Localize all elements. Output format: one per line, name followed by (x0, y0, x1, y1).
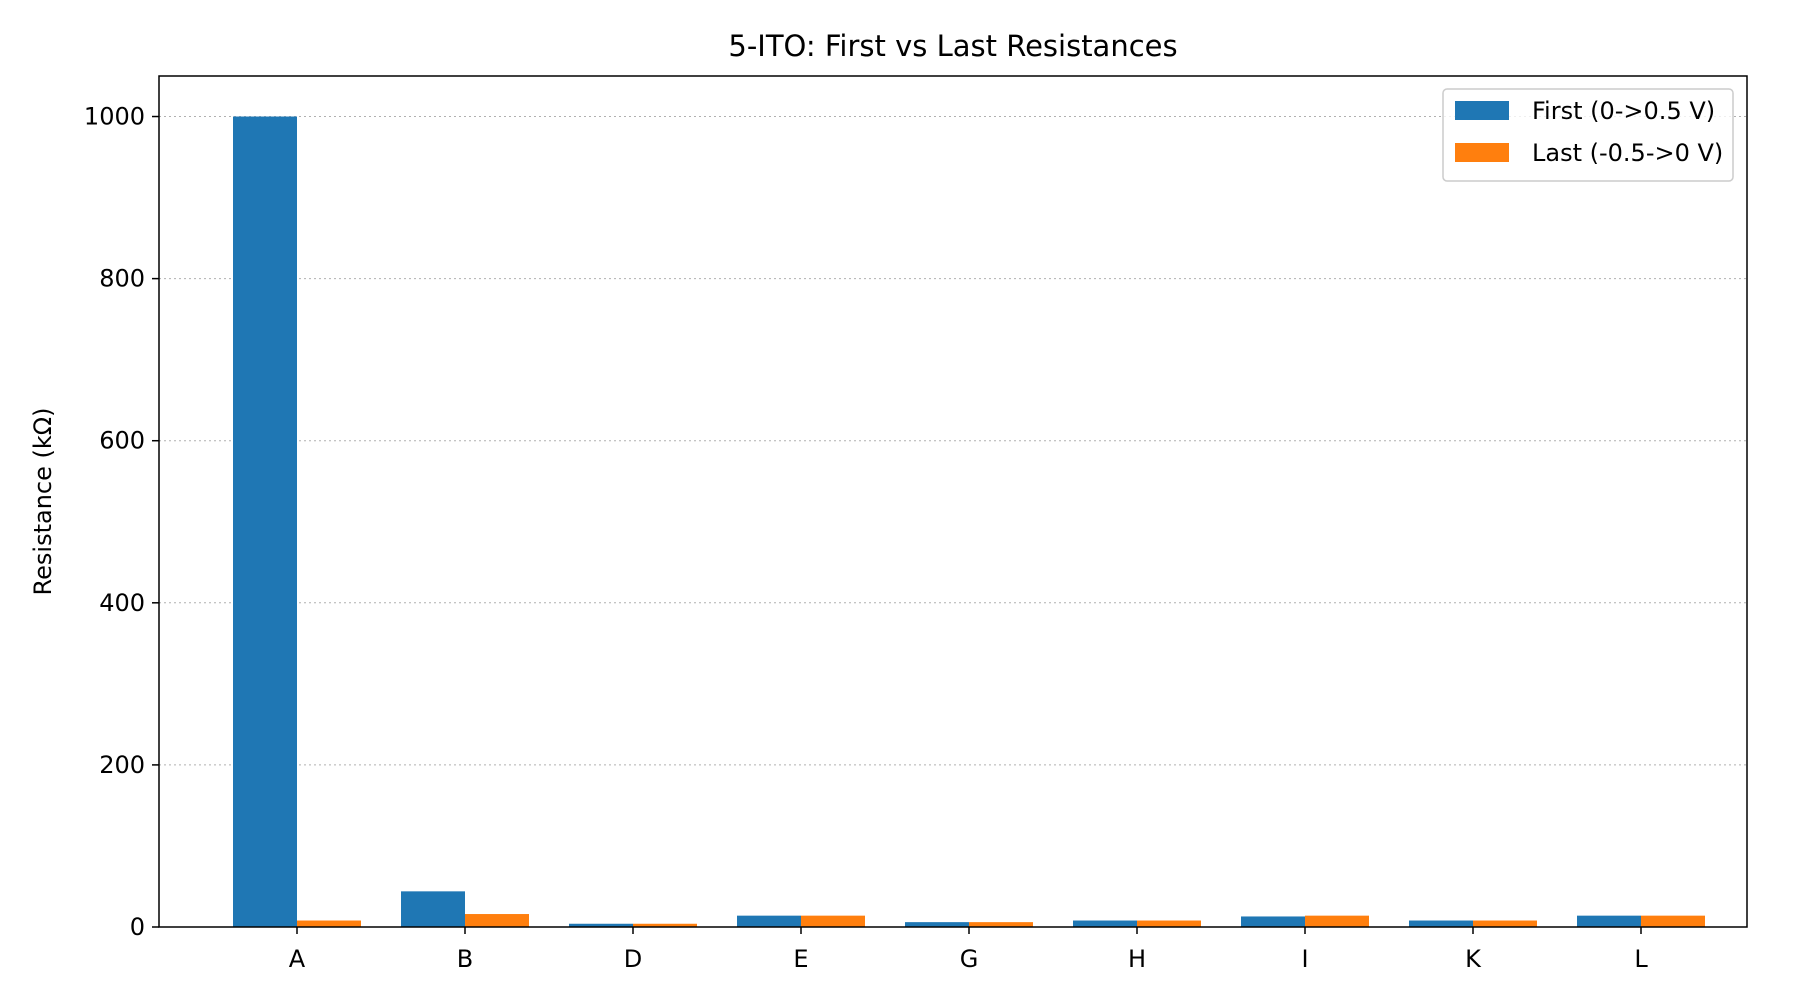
bar-first-H (1073, 920, 1137, 927)
x-tick-label: D (624, 945, 642, 973)
plot-frame (158, 75, 1748, 928)
x-tick-label: E (793, 945, 808, 973)
y-axis-label: Resistance (kΩ) (29, 408, 57, 596)
x-tick-label: B (457, 945, 473, 973)
legend-swatch-last (1455, 143, 1509, 162)
bar-first-B (401, 891, 465, 927)
bar-first-D (569, 923, 633, 927)
bar-last-I (1305, 915, 1369, 927)
x-tick-label: G (960, 945, 979, 973)
x-tick-label: A (289, 945, 306, 973)
bar-last-D (633, 923, 697, 927)
bar-last-E (801, 915, 865, 927)
bar-last-K (1473, 920, 1537, 927)
bar-first-K (1409, 920, 1473, 927)
y-axis: 0 200 400 600 800 1000 (84, 103, 159, 941)
y-tick-label: 800 (99, 265, 145, 293)
y-tick-label: 600 (99, 427, 145, 455)
legend-label-first: First (0->0.5 V) (1532, 97, 1715, 125)
y-tick-label: 200 (99, 751, 145, 779)
bar-first-E (737, 915, 801, 927)
x-tick-label: H (1128, 945, 1146, 973)
legend-box (1442, 88, 1734, 182)
x-tick-label: L (1634, 945, 1648, 973)
bar-last-A (297, 920, 361, 927)
grid-lines (159, 116, 1747, 928)
x-tick-label: K (1465, 945, 1482, 973)
chart-title: 5-ITO: First vs Last Resistances (728, 29, 1177, 63)
y-tick-label: 1000 (84, 103, 145, 131)
legend-swatch-first (1455, 101, 1509, 120)
x-tick-label: I (1301, 945, 1308, 973)
bar-first-G (905, 922, 969, 927)
bar-last-B (465, 914, 529, 927)
bars (233, 116, 1705, 928)
bar-first-I (1241, 916, 1305, 927)
y-tick-label: 400 (99, 589, 145, 617)
bar-last-H (1137, 920, 1201, 927)
y-tick-label: 0 (130, 913, 145, 941)
legend-label-last: Last (-0.5->0 V) (1532, 139, 1723, 167)
bar-last-L (1641, 915, 1705, 927)
bar-last-G (969, 922, 1033, 927)
bar-first-L (1577, 915, 1641, 927)
bar-first-A (233, 116, 297, 928)
legend: First (0->0.5 V) Last (-0.5->0 V) (1442, 88, 1734, 182)
